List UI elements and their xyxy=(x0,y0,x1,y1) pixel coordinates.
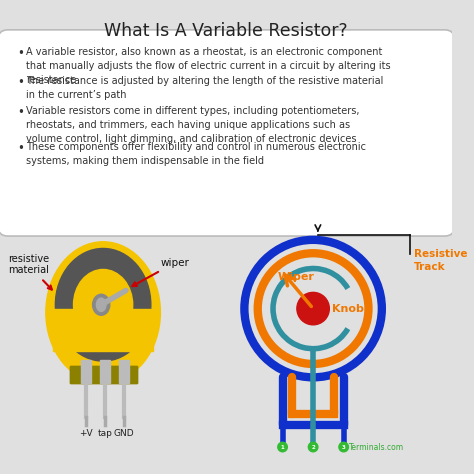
Text: 1: 1 xyxy=(281,445,284,449)
Circle shape xyxy=(297,292,329,325)
Circle shape xyxy=(339,442,348,452)
Text: •: • xyxy=(17,47,24,60)
Text: A variable resistor, also known as a rheostat, is an electronic component
that m: A variable resistor, also known as a rhe… xyxy=(26,47,391,85)
Text: GND: GND xyxy=(114,429,135,438)
Text: What Is A Variable Resistor?: What Is A Variable Resistor? xyxy=(104,22,348,40)
FancyBboxPatch shape xyxy=(0,30,455,236)
Text: These components offer flexibility and control in numerous electronic
systems, m: These components offer flexibility and c… xyxy=(26,143,366,166)
Text: The resistance is adjusted by altering the length of the resistive material
in t: The resistance is adjusted by altering t… xyxy=(26,76,383,100)
Text: Wiper: Wiper xyxy=(277,272,314,282)
Bar xyxy=(70,366,137,383)
Circle shape xyxy=(309,442,318,452)
Text: 3: 3 xyxy=(342,445,346,449)
Ellipse shape xyxy=(92,294,110,315)
Text: tap: tap xyxy=(98,429,112,438)
Ellipse shape xyxy=(55,248,151,361)
Text: •: • xyxy=(17,106,24,119)
Text: +V: +V xyxy=(79,429,93,438)
Text: •: • xyxy=(17,143,24,155)
Ellipse shape xyxy=(96,298,106,311)
Bar xyxy=(81,360,91,383)
Bar xyxy=(100,360,110,383)
Text: resistive
material: resistive material xyxy=(8,254,52,290)
Text: wiper: wiper xyxy=(132,258,189,286)
Ellipse shape xyxy=(73,269,133,340)
Text: Resistive
Track: Resistive Track xyxy=(414,249,468,272)
Text: •: • xyxy=(17,76,24,89)
Ellipse shape xyxy=(46,242,160,383)
Bar xyxy=(119,360,129,383)
Bar xyxy=(54,309,153,351)
Text: Terminals.com: Terminals.com xyxy=(349,443,404,452)
Text: Knob: Knob xyxy=(332,303,364,314)
Text: 2: 2 xyxy=(311,445,315,449)
Circle shape xyxy=(278,442,287,452)
Text: Variable resistors come in different types, including potentiometers,
rheostats,: Variable resistors come in different typ… xyxy=(26,106,359,144)
Bar xyxy=(70,366,137,383)
